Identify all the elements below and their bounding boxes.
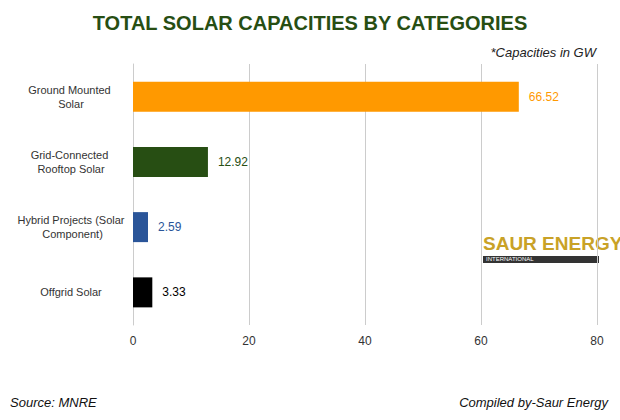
svg-text:12.92: 12.92 xyxy=(218,155,248,169)
svg-text:TOTAL SOLAR CAPACITIES BY CATE: TOTAL SOLAR CAPACITIES BY CATEGORIES xyxy=(93,12,527,34)
svg-text:*Capacities in GW: *Capacities in GW xyxy=(491,45,598,60)
svg-text:INTERNATIONAL: INTERNATIONAL xyxy=(486,256,534,262)
svg-text:Solar: Solar xyxy=(58,98,84,110)
svg-text:Hybrid Projects (Solar: Hybrid Projects (Solar xyxy=(18,214,125,226)
svg-text:2.59: 2.59 xyxy=(158,220,182,234)
svg-text:0: 0 xyxy=(130,334,137,348)
svg-text:66.52: 66.52 xyxy=(529,90,559,104)
svg-text:Rooftop Solar: Rooftop Solar xyxy=(37,163,105,175)
svg-text:3.33: 3.33 xyxy=(162,285,186,299)
svg-text:Source: MNRE: Source: MNRE xyxy=(10,395,97,410)
svg-text:Ground Mounted: Ground Mounted xyxy=(28,84,114,96)
svg-text:SAUR ENERGY: SAUR ENERGY xyxy=(483,233,620,254)
svg-text:Compiled by-Saur Energy: Compiled by-Saur Energy xyxy=(459,395,609,410)
svg-text:20: 20 xyxy=(242,334,256,348)
svg-text:80: 80 xyxy=(590,334,604,348)
svg-text:Offgrid Solar: Offgrid Solar xyxy=(40,286,102,298)
svg-text:40: 40 xyxy=(358,334,372,348)
svg-text:Component): Component) xyxy=(39,228,103,240)
svg-text:60: 60 xyxy=(474,334,488,348)
svg-text:Grid-Connected: Grid-Connected xyxy=(31,149,112,161)
